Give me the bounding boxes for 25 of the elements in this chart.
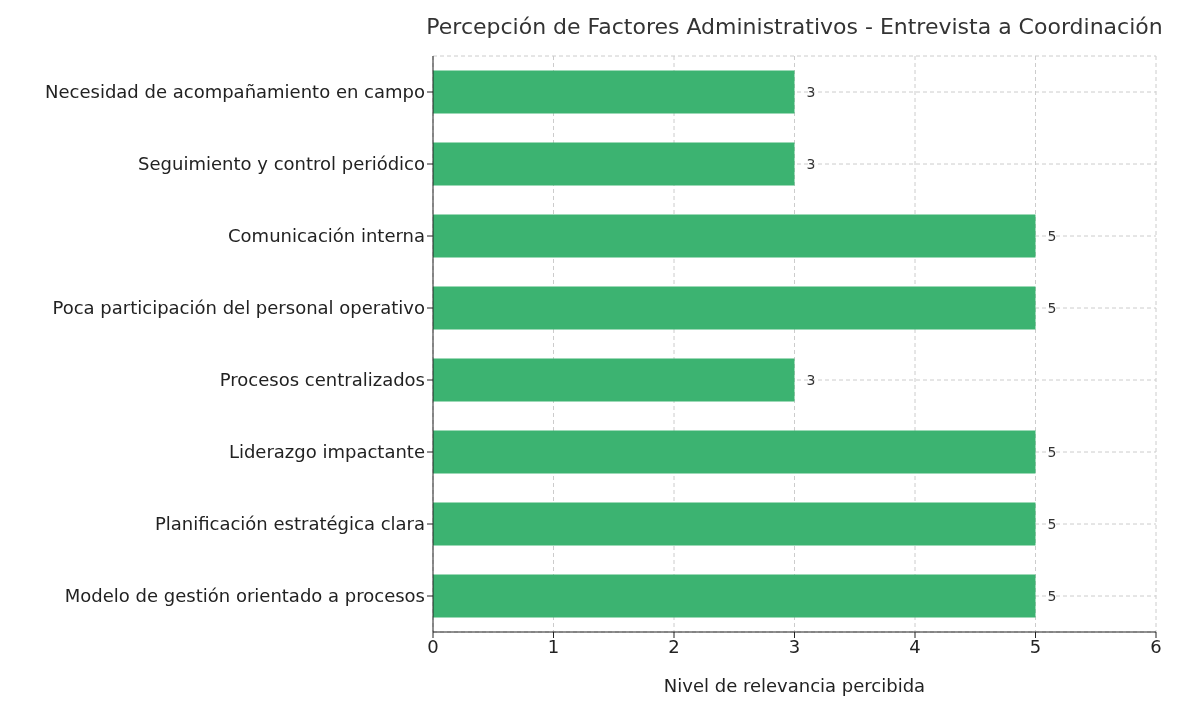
x-tick-label: 6	[1150, 635, 1162, 657]
y-tick-label: Liderazgo impactante	[228, 441, 425, 463]
data-label: 5	[1047, 515, 1057, 532]
data-label: 3	[806, 155, 816, 172]
y-tick-label: Poca participación del personal operativo	[52, 297, 425, 319]
data-label: 5	[1047, 443, 1057, 460]
x-tick-label: 5	[1029, 635, 1042, 657]
y-tick-label: Comunicación interna	[228, 225, 425, 247]
y-tick-label: Procesos centralizados	[219, 369, 425, 391]
chart-title: Percepción de Factores Administrativos - Entrevista a Coordinación	[425, 14, 1164, 39]
x-tick-label: 2	[668, 635, 680, 657]
y-tick-label: Modelo de gestión orientado a procesos	[64, 585, 425, 607]
x-tick-label: 4	[909, 635, 921, 657]
x-tick-label: 0	[427, 635, 439, 657]
x-axis-title: Nivel de relevancia percibida	[663, 675, 926, 696]
data-label: 3	[806, 371, 816, 388]
x-tick-label: 3	[788, 635, 801, 657]
x-tick-label: 1	[547, 635, 560, 657]
y-tick-label: Seguimiento y control periódico	[138, 153, 425, 175]
data-label: 3	[806, 83, 816, 100]
data-label: 5	[1047, 227, 1057, 244]
y-tick-label: Necesidad de acompañamiento en campo	[45, 81, 425, 103]
data-label: 5	[1047, 299, 1057, 316]
y-tick-label: Planificación estratégica clara	[154, 513, 425, 535]
data-label: 5	[1047, 587, 1057, 604]
